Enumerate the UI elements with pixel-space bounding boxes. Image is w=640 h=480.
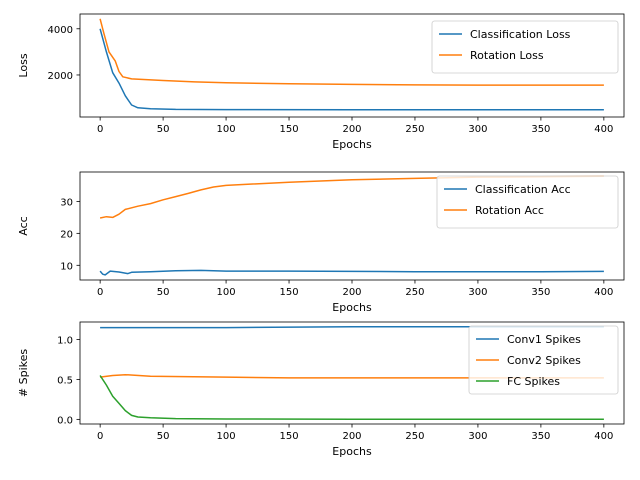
series-line-2 [99,18,604,86]
x-tick-label: 250 [405,124,424,135]
series-line-3 [99,375,604,421]
y-tick-label: 20 [60,229,73,240]
x-tick-label: 250 [405,431,424,442]
legend-box [468,325,619,395]
x-tick-label: 200 [342,431,361,442]
y-axis-label: # Spikes [17,349,30,397]
y-tick-label: 0.0 [57,415,73,426]
legend-box [431,20,619,74]
x-tick-label: 150 [279,287,298,298]
legend: Conv1 Spikes Conv2 Spikes FC Spikes [468,325,619,395]
legend-label-2: Conv2 Spikes [507,354,581,367]
y-axis-label: Acc [17,216,30,235]
legend-label-2: Rotation Acc [475,204,544,217]
x-tick-label: 350 [531,287,550,298]
y-axis-label: Loss [17,53,30,77]
x-axis-label: Epochs [332,445,372,458]
x-tick-label: 0 [97,287,103,298]
x-tick-label: 150 [279,124,298,135]
legend-label-1: Conv1 Spikes [507,333,581,346]
x-tick-label: 150 [279,431,298,442]
legend-label-1: Classification Loss [470,28,571,41]
x-tick-label: 400 [594,431,613,442]
legend-label-1: Classification Acc [475,183,571,196]
x-tick-label: 400 [594,287,613,298]
x-tick-label: 200 [342,124,361,135]
series-line-1 [99,28,604,111]
series-line-2 [99,175,604,219]
x-tick-label: 100 [217,431,236,442]
x-tick-label: 50 [157,431,170,442]
y-tick-label: 10 [60,261,73,272]
series-line-2 [100,373,604,379]
legend-label-2: Rotation Loss [470,49,544,62]
series-group [99,175,604,276]
x-tick-label: 300 [468,287,487,298]
x-tick-label: 200 [342,287,361,298]
x-tick-label: 50 [157,287,170,298]
chart-panel-1: 0 50 100 150 200 250 300 350 400 2000 4000 Epochs Lo… [17,13,625,151]
x-tick-label: 350 [531,124,550,135]
y-tick-label: 0.5 [57,375,73,386]
chart-panel-2: 0 50 100 150 200 250 300 350 400 10 20 30 Epochs Acc C… [17,171,625,314]
series-group [99,18,604,111]
x-tick-label: 0 [97,124,103,135]
x-tick-label: 0 [97,431,103,442]
x-tick-label: 300 [468,431,487,442]
x-tick-label: 300 [468,124,487,135]
x-tick-label: 100 [217,287,236,298]
y-tick-label: 30 [60,197,73,208]
chart-panel-3: 0 50 100 150 200 250 300 350 400 0.0 0.5 1.0 Epochs #… [17,321,625,458]
legend: Classification Loss Rotation Loss [431,20,619,74]
x-axis-label: Epochs [332,301,372,314]
x-tick-label: 400 [594,124,613,135]
legend: Classification Acc Rotation Acc [436,175,619,229]
x-tick-label: 350 [531,431,550,442]
x-tick-label: 50 [157,124,170,135]
series-line-1 [99,269,604,276]
legend-box [436,175,619,229]
x-tick-label: 100 [217,124,236,135]
y-tick-label: 4000 [48,25,73,36]
x-axis-label: Epochs [332,138,372,151]
x-tick-label: 250 [405,287,424,298]
legend-label-3: FC Spikes [507,375,560,388]
y-tick-label: 2000 [48,71,73,82]
y-tick-label: 1.0 [57,336,73,347]
